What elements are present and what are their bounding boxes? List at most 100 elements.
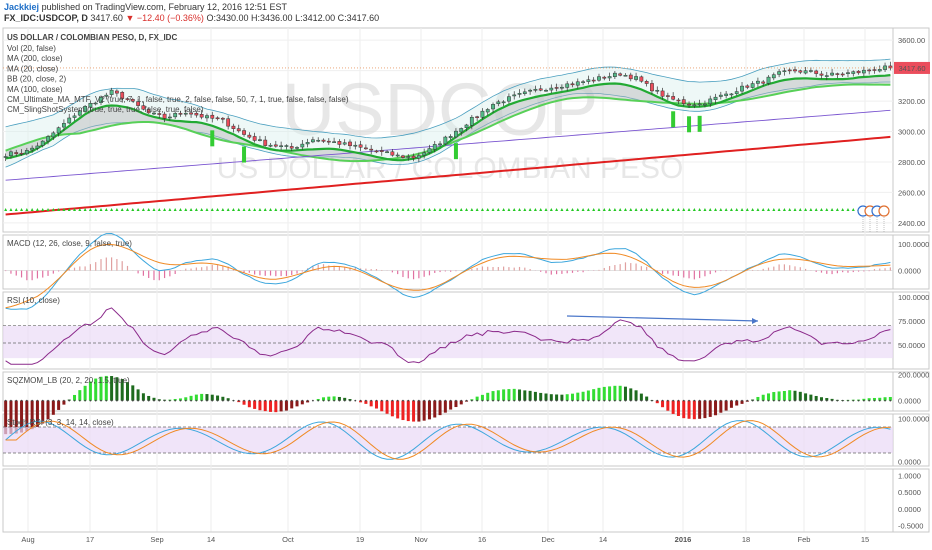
author-link[interactable]: Jackkiej xyxy=(4,2,40,12)
candle-body xyxy=(83,106,88,112)
candle-body xyxy=(750,83,755,88)
candle-body xyxy=(671,96,676,100)
slingshot-arrow xyxy=(216,208,220,211)
slingshot-arrow xyxy=(835,208,839,211)
sqz-bar xyxy=(883,397,887,401)
sqz-dot xyxy=(343,399,346,402)
sqz-dot xyxy=(52,399,55,402)
candle-body xyxy=(173,113,178,118)
sqz-bar xyxy=(570,393,574,401)
slingshot-arrow xyxy=(528,208,532,211)
macd-title: MACD (12, 26, close, 9, false, true) xyxy=(7,239,132,248)
candle-body xyxy=(178,113,183,115)
sqz-dot xyxy=(131,399,134,402)
slingshot-arrow xyxy=(650,208,654,211)
sqz-dot xyxy=(730,399,733,402)
sqz-dot xyxy=(762,399,765,402)
candle-body xyxy=(888,65,893,69)
candle-body xyxy=(777,71,781,75)
slingshot-arrow xyxy=(184,208,188,211)
sqz-bar xyxy=(533,391,537,401)
sqz-dot xyxy=(269,399,272,402)
sqz-dot xyxy=(831,399,833,402)
sqz-bar xyxy=(88,381,92,401)
sqz-dot xyxy=(354,399,357,402)
candle-body xyxy=(464,124,469,129)
slingshot-arrow xyxy=(300,208,304,211)
sqz-dot xyxy=(651,399,653,402)
sqz-dot xyxy=(513,399,516,402)
time-axis-label: 2016 xyxy=(675,535,692,544)
slingshot-arrow xyxy=(412,208,416,211)
sqz-bar xyxy=(369,400,373,407)
slingshot-arrow xyxy=(565,208,569,211)
candle-body xyxy=(93,102,98,105)
slingshot-arrow xyxy=(459,208,463,211)
indicator-legend: MA (100, close) xyxy=(7,85,63,94)
sqz-dot xyxy=(333,399,336,402)
slingshot-arrow xyxy=(486,208,490,211)
sqz-dot xyxy=(396,399,399,402)
slingshot-arrow xyxy=(427,208,431,211)
sqz-dot xyxy=(412,399,415,402)
slingshot-arrow xyxy=(676,208,680,211)
sqz-bar xyxy=(115,377,119,401)
slingshot-arrow xyxy=(851,208,855,211)
sqz-dot xyxy=(725,399,728,402)
sqz-dot xyxy=(380,399,383,402)
candle-body xyxy=(830,72,834,76)
slingshot-signal xyxy=(671,111,676,128)
slingshot-arrow xyxy=(88,208,92,211)
sqz-bar xyxy=(809,394,813,401)
slingshot-arrow xyxy=(279,208,283,211)
sqz-bar xyxy=(661,400,665,408)
time-axis-label: 14 xyxy=(599,535,607,544)
slingshot-arrow xyxy=(348,208,352,211)
slingshot-arrow xyxy=(401,208,405,211)
sqz-bar xyxy=(639,393,643,401)
candle-body xyxy=(263,139,268,146)
sqz-bar xyxy=(242,400,246,405)
indicator-legend: BB (20, close, 2) xyxy=(7,75,66,84)
sqz-dot xyxy=(778,399,781,402)
time-axis-label: 17 xyxy=(86,535,94,544)
slingshot-arrow xyxy=(78,208,82,211)
macd-tick-label: 100.0000 xyxy=(898,240,929,249)
slingshot-arrow xyxy=(25,208,29,211)
slingshot-arrow xyxy=(682,208,686,211)
sqz-bar xyxy=(878,397,882,401)
candle-body xyxy=(851,71,856,74)
sqz-bar xyxy=(539,392,543,401)
sqz-bar xyxy=(804,393,808,401)
sqz-bar xyxy=(502,389,506,401)
slingshot-arrow xyxy=(41,208,45,211)
sqz-dot xyxy=(677,399,680,402)
candle-body xyxy=(162,113,167,119)
rsi-tick-label: 50.0000 xyxy=(898,341,925,350)
candle-body xyxy=(247,134,252,138)
sqz-dot xyxy=(179,399,182,402)
last-price-tag xyxy=(894,61,930,74)
slingshot-arrow xyxy=(247,208,251,211)
sqz-dot xyxy=(237,399,240,402)
symbol-line: FX_IDC:USDCOP, D 3417.60 ▼ −12.40 (−0.36… xyxy=(4,13,379,23)
sqz-bar xyxy=(560,394,564,401)
sqz-dot xyxy=(47,399,49,402)
sqz-dot xyxy=(391,399,394,402)
slingshot-arrow xyxy=(708,208,712,211)
sqz-dot xyxy=(836,399,839,402)
candle-body xyxy=(210,114,215,119)
slingshot-arrow xyxy=(364,208,368,211)
candle-body xyxy=(814,70,819,74)
candle-body xyxy=(136,101,140,106)
candle-body xyxy=(877,69,882,72)
sqz-bar xyxy=(608,386,612,401)
candle-body xyxy=(713,96,718,100)
sqz-bar xyxy=(125,382,129,401)
slingshot-arrow xyxy=(608,208,612,211)
candle-body xyxy=(363,147,368,150)
candle-body xyxy=(189,112,193,115)
sqz-dot xyxy=(36,399,39,402)
sqz-bar xyxy=(655,400,659,404)
